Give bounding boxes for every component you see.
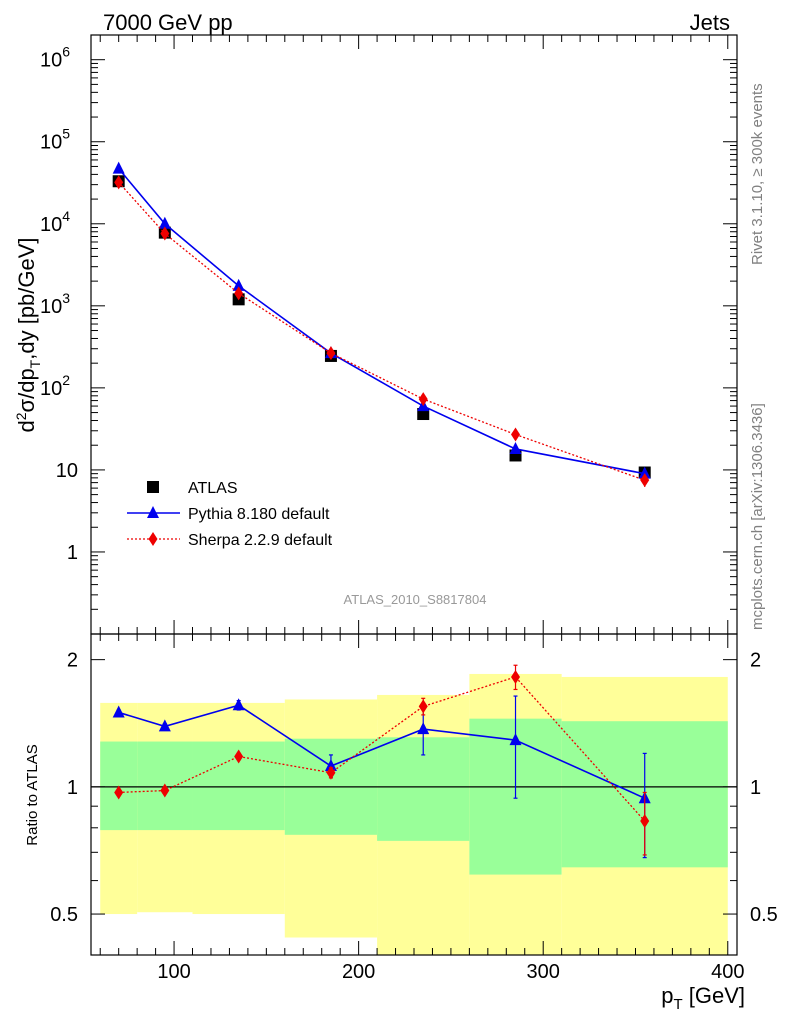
ratio-data-point [234,749,244,764]
main-data-point [326,346,336,361]
main-data-point [511,427,521,442]
ratio-y-tick-label-right: 1 [750,777,761,799]
ratio-y-ticks: 0.5 0.5 1 1 2 2 [50,650,778,926]
x-tick-label: 300 [527,961,560,983]
x-axis-label: pT [GeV] [661,983,745,1013]
x-tick-label: 100 [157,961,190,983]
main-data-point [160,226,170,241]
ratio-data-point [114,785,124,800]
main-y-tick-label: 1 [67,542,78,564]
side-label-top: Rivet 3.1.10, ≥ 300k events [749,83,766,265]
side-label-bottom: mcplots.cern.ch [arXiv:1306.3436] [749,403,766,630]
ratio-data-point [511,669,521,684]
legend-item-1: Pythia 8.180 default [127,506,330,523]
main-y-tick-label: 104 [40,208,70,236]
x-tick-label: 400 [711,961,744,983]
main-data-point [232,278,245,291]
ratio-y-axis-label: Ratio to ATLAS [24,744,41,845]
ratio-x-ticks: 100 200 300 400 [99,634,744,983]
main-y-tick-label: 105 [40,126,70,154]
ratio-data-point [509,733,522,746]
main-series-line [118,168,645,475]
main-data-point [418,392,428,407]
main-y-tick-label: 10 [56,460,78,482]
main-y-tick-label: 102 [40,372,70,400]
main-data-point [234,286,244,301]
main-series-2 [114,175,650,488]
ratio-y-tick-label-right: 0.5 [750,904,778,926]
ratio-data-point [640,814,650,829]
legend-marker [148,532,158,546]
ratio-data-point [326,765,336,780]
ratio-data-point [158,719,171,732]
main-y-tick-label: 106 [40,44,70,72]
main-y-axis-label: d2σ/dpT,dy [pb/GeV] [13,237,43,432]
analysis-label: ATLAS_2010_S8817804 [344,592,487,607]
ratio-data-point [324,759,337,772]
main-data-point [509,441,522,454]
ratio-panel: 0.5 0.5 1 1 2 2 100 200 300 400 [50,633,778,983]
main-series-0 [112,175,651,479]
main-data-point [640,473,650,488]
ratio-data-point [112,705,125,718]
ratio-series-1 [114,664,650,856]
header-right: Jets [690,10,730,35]
legend-marker [147,481,159,493]
legend-label: Sherpa 2.2.9 default [188,532,333,549]
main-data-point [112,161,125,174]
main-series-1 [112,161,651,481]
legend-label: ATLAS [188,480,238,497]
x-tick-label: 200 [342,961,375,983]
uncertainty-bands [100,673,728,955]
ratio-y-tick-label-left: 1 [67,777,78,799]
main-y-tick-label: 103 [40,290,70,318]
main-series-line [118,181,645,481]
ratio-data-point [417,722,430,735]
legend-item-0: ATLAS [147,480,238,497]
legend-marker [147,506,159,518]
main-data-point [114,175,124,190]
ratio-y-tick-label-left: 2 [67,650,78,672]
main-data-point [158,216,171,229]
legend-item-2: Sherpa 2.2.9 default [127,532,333,549]
main-x-ticks [99,35,729,634]
ratio-data-point [232,698,245,711]
ratio-y-tick-label-left: 0.5 [50,904,78,926]
ratio-data-point [418,699,428,714]
ratio-y-tick-label-right: 2 [750,650,761,672]
legend-label: Pythia 8.180 default [188,506,330,523]
ratio-data-point [160,783,170,798]
main-data-point [638,466,651,479]
header-left: 7000 GeV pp [103,10,233,35]
legend: ATLAS Pythia 8.180 default Sherpa 2.2.9 de… [127,480,333,549]
